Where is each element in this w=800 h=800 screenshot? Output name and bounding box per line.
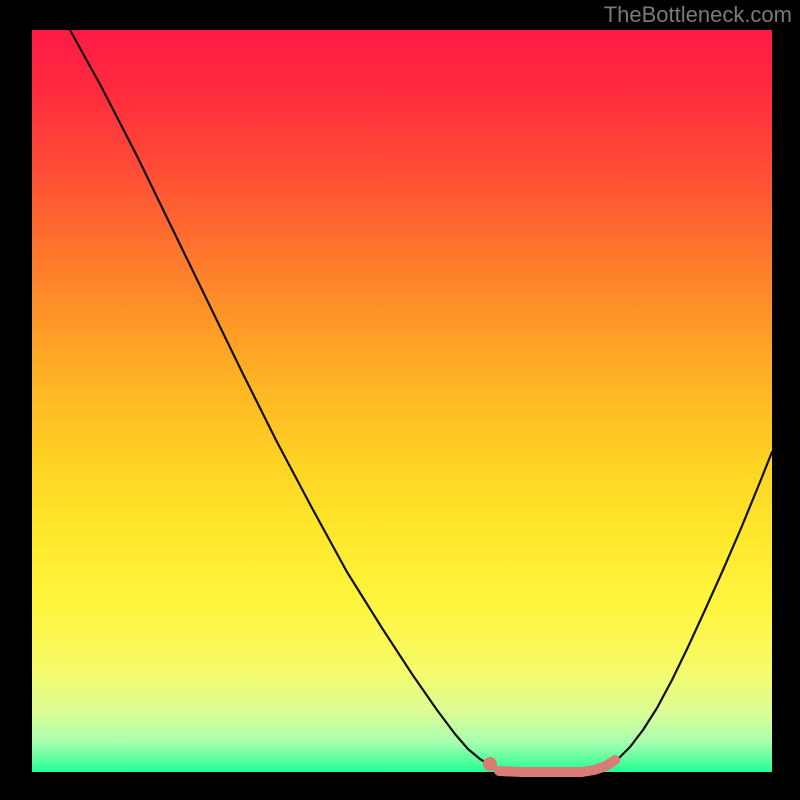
optimal-range-overlay: [499, 760, 615, 772]
watermark-text: TheBottleneck.com: [604, 2, 792, 28]
overlay-start-dot: [483, 757, 497, 771]
curve-layer: [32, 30, 772, 772]
bottleneck-curve: [70, 30, 772, 772]
chart-container: TheBottleneck.com: [0, 0, 800, 800]
plot-area: [32, 30, 772, 772]
